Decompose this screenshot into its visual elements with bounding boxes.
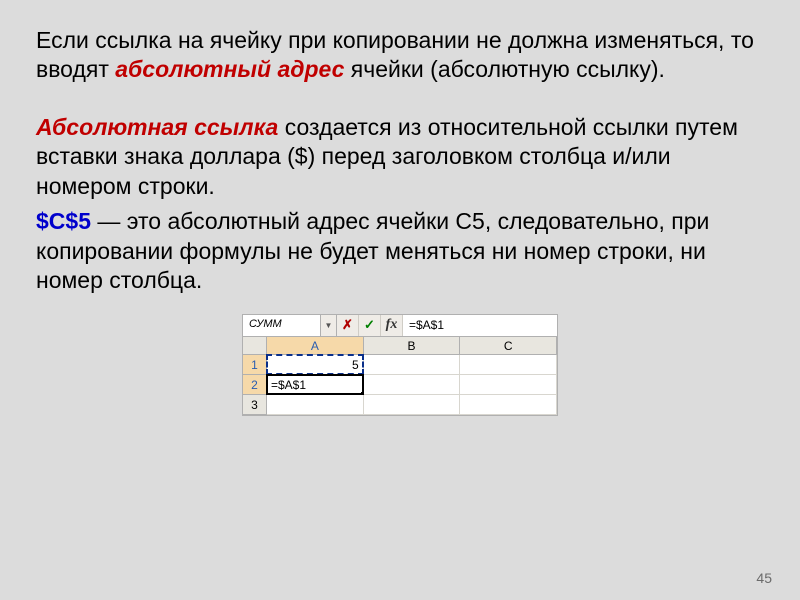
cell-a1[interactable]: 5	[267, 355, 364, 375]
column-header-c[interactable]: C	[460, 337, 557, 355]
formula-bar: СУММ ▼ ✗ ✓ fx =$A$1	[243, 315, 557, 337]
spreadsheet-grid: A B C 1 5 2 =$A$1 3	[243, 337, 557, 415]
example-paragraph: $C$5 — это абсолютный адрес ячейки С5, с…	[36, 207, 764, 295]
excel-screenshot: СУММ ▼ ✗ ✓ fx =$A$1 A B C 1 5	[242, 314, 558, 416]
marching-ants-selection	[266, 354, 364, 375]
row-2: 2 =$A$1	[243, 375, 557, 395]
cancel-icon: ✗	[342, 317, 353, 333]
column-header-b[interactable]: B	[364, 337, 461, 355]
row-header-1[interactable]: 1	[243, 355, 267, 375]
absolute-address-term: абсолютный адрес	[115, 56, 344, 82]
page-number: 45	[756, 570, 772, 586]
name-box[interactable]: СУММ	[243, 315, 320, 336]
name-box-wrap[interactable]: СУММ ▼	[243, 315, 337, 336]
cell-a1-value: 5	[352, 358, 359, 372]
cell-a2[interactable]: =$A$1	[267, 375, 364, 395]
name-box-dropdown-icon[interactable]: ▼	[320, 315, 336, 336]
row-3: 3	[243, 395, 557, 415]
column-header-row: A B C	[243, 337, 557, 355]
cell-b1[interactable]	[364, 355, 461, 375]
example-text-post: — это абсолютный адрес ячейки С5, следов…	[36, 208, 709, 293]
enter-button[interactable]: ✓	[359, 315, 381, 336]
cell-c3[interactable]	[460, 395, 557, 415]
cell-a3[interactable]	[267, 395, 364, 415]
column-header-a[interactable]: A	[267, 337, 364, 355]
formula-input[interactable]: =$A$1	[403, 315, 557, 336]
cancel-button[interactable]: ✗	[337, 315, 359, 336]
intro-paragraph: Если ссылка на ячейку при копировании не…	[36, 26, 764, 85]
cell-b3[interactable]	[364, 395, 461, 415]
row-1: 1 5	[243, 355, 557, 375]
intro-text-post: ячейки (абсолютную ссылку).	[344, 56, 665, 82]
row-header-3[interactable]: 3	[243, 395, 267, 415]
example-reference: $C$5	[36, 208, 91, 234]
cell-a2-value: =$A$1	[271, 378, 306, 392]
definition-paragraph: Абсолютная ссылка создается из относител…	[36, 113, 764, 201]
insert-function-button[interactable]: fx	[381, 315, 403, 336]
select-all-corner[interactable]	[243, 337, 267, 355]
cell-c1[interactable]	[460, 355, 557, 375]
enter-icon: ✓	[364, 317, 375, 333]
absolute-reference-term: Абсолютная ссылка	[36, 114, 278, 140]
row-header-2[interactable]: 2	[243, 375, 267, 395]
fx-icon: fx	[386, 317, 398, 333]
cell-c2[interactable]	[460, 375, 557, 395]
cell-b2[interactable]	[364, 375, 461, 395]
